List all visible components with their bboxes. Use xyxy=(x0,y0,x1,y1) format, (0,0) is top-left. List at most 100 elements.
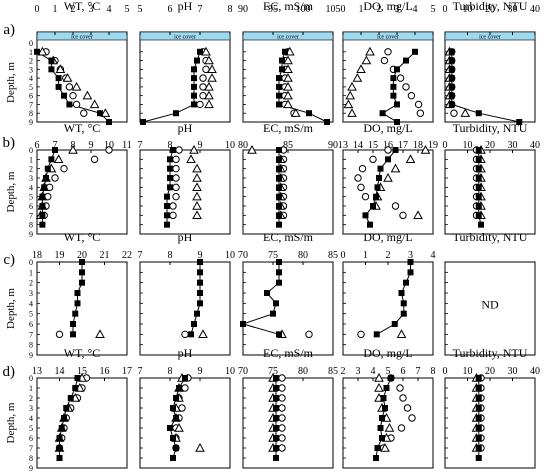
data-point-square xyxy=(475,385,482,391)
x-tick-label: 85 xyxy=(328,366,338,377)
data-point-circle xyxy=(396,384,404,392)
data-point-triangle xyxy=(195,442,205,452)
data-point-square xyxy=(475,375,482,381)
data-point-square xyxy=(79,279,85,286)
y-tick-label: 4 xyxy=(29,183,33,192)
data-point-square xyxy=(478,221,484,228)
y-tick-label: 7 xyxy=(29,444,33,453)
data-point-square xyxy=(276,331,282,338)
data-point-square xyxy=(197,48,203,55)
x-tick-label: 20 xyxy=(485,140,495,151)
y-axis-label: Depth, m xyxy=(5,402,17,443)
data-point-circle xyxy=(69,91,77,100)
x-tick-label: 20 xyxy=(485,366,495,377)
data-point-circle xyxy=(278,434,286,442)
x-tick-label: 6 xyxy=(401,366,406,377)
panel-frame xyxy=(342,149,434,235)
data-point-circle xyxy=(278,444,286,452)
x-tick-label: 8 xyxy=(168,366,173,377)
data-point-triangle xyxy=(374,372,384,382)
data-point-square xyxy=(167,184,173,191)
ice-cover-bar xyxy=(242,31,334,41)
series-line-filled xyxy=(451,51,520,123)
data-point-square xyxy=(191,83,197,90)
data-point-circle xyxy=(357,330,365,339)
x-tick-label: 19 xyxy=(55,250,65,261)
data-point-square xyxy=(273,445,279,451)
data-point-square xyxy=(383,385,390,391)
ice-cover-bar xyxy=(139,31,231,41)
y-tick-label: 0 xyxy=(29,374,33,383)
data-point-square xyxy=(191,92,197,99)
y-tick-label: 5 xyxy=(29,193,33,202)
data-point-triangle xyxy=(460,108,471,117)
data-point-square xyxy=(140,119,146,125)
panel-title: pH xyxy=(178,346,193,360)
data-point-square xyxy=(167,425,173,431)
data-point-circle xyxy=(172,183,180,192)
data-point-square xyxy=(173,415,179,421)
data-point-triangle xyxy=(383,172,393,182)
data-point-square xyxy=(167,165,173,172)
data-point-square xyxy=(170,405,176,411)
x-tick-label: 70 xyxy=(238,250,248,261)
x-tick-label: 20 xyxy=(77,250,87,261)
y-tick-label: 0 xyxy=(29,146,33,155)
data-point-square xyxy=(475,147,482,153)
data-point-triangle xyxy=(347,81,357,91)
panel-frame xyxy=(36,149,128,235)
ice-cover-bar xyxy=(342,31,434,41)
data-point-triangle xyxy=(283,90,293,100)
data-point-square xyxy=(276,92,282,99)
data-point-square xyxy=(276,156,282,163)
data-point-square xyxy=(70,331,76,338)
data-point-square xyxy=(70,321,76,327)
data-point-square xyxy=(367,221,373,228)
panel-title: DO, mg/L xyxy=(363,230,412,244)
x-tick-label: 0 xyxy=(341,250,346,261)
ice-cover-label: ice cover xyxy=(479,35,501,41)
data-point-square xyxy=(240,321,246,327)
data-point-circle xyxy=(80,109,88,117)
data-point-square xyxy=(403,57,409,64)
panel-title: pH xyxy=(178,121,193,135)
x-tick-label: 90 xyxy=(238,4,248,15)
data-point-circle xyxy=(450,109,458,117)
data-point-square xyxy=(394,101,400,108)
data-point-square xyxy=(273,395,279,401)
data-point-triangle xyxy=(290,108,301,117)
panel-title: pH xyxy=(178,230,193,244)
x-tick-label: 14 xyxy=(55,366,65,377)
data-point-triangle xyxy=(204,55,214,65)
x-tick-label: 8 xyxy=(168,140,173,151)
data-point-square xyxy=(382,405,388,411)
y-tick-label: 8 xyxy=(29,454,33,463)
y-tick-label: 3 xyxy=(29,289,33,298)
data-point-square xyxy=(191,101,197,108)
data-point-square xyxy=(164,221,170,228)
x-tick-label: 3 xyxy=(89,4,94,15)
panel-frame xyxy=(444,261,536,356)
data-point-square xyxy=(388,375,394,381)
data-point-triangle xyxy=(95,329,105,339)
x-tick-label: 40 xyxy=(530,140,540,151)
data-point-triangle xyxy=(207,64,217,74)
panel-title: WT, °C xyxy=(64,230,101,244)
y-tick-label: 0 xyxy=(29,39,33,48)
y-tick-label: 3 xyxy=(29,65,33,74)
x-tick-label: 10 xyxy=(463,366,473,377)
x-tick-label: 9 xyxy=(89,140,94,151)
data-point-square xyxy=(167,156,173,163)
data-point-square xyxy=(273,415,279,421)
data-point-square xyxy=(170,435,176,441)
data-point-square xyxy=(106,119,112,125)
data-point-triangle xyxy=(405,154,416,164)
data-point-circle xyxy=(60,164,68,173)
data-point-square xyxy=(191,75,197,82)
x-tick-label: 10 xyxy=(463,4,473,15)
x-tick-label: 8 xyxy=(431,366,436,377)
data-point-square xyxy=(72,310,79,317)
data-point-circle xyxy=(278,404,286,412)
panel-title: pH xyxy=(178,0,193,13)
x-tick-label: 1 xyxy=(359,4,364,15)
